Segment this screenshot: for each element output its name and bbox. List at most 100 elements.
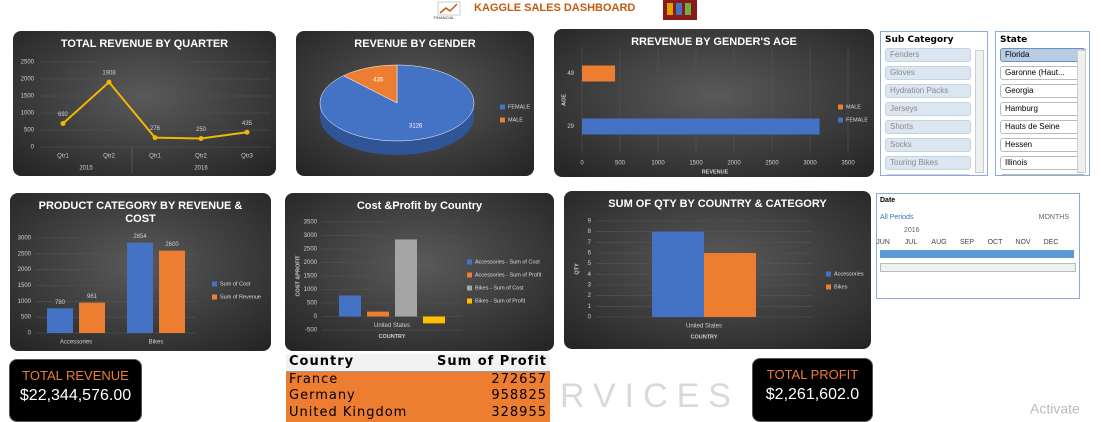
y-tick-label: 3500	[304, 220, 318, 226]
legend-label: FEMALE	[508, 104, 530, 110]
x-tick-label: Qtr3	[241, 154, 253, 160]
legend-label: MALE	[508, 117, 523, 123]
slicer-item[interactable]: Hauts de Seine	[1000, 120, 1086, 134]
slicer-title: Sub Category	[885, 35, 954, 45]
slicer-item[interactable]: Gloves	[885, 66, 971, 80]
legend-label: Bikes - Sum of Cost	[475, 285, 524, 291]
timeline-bar[interactable]	[880, 250, 1074, 258]
legend-label: Accessories - Sum of Cost	[475, 259, 540, 265]
logo-icon	[439, 3, 458, 14]
bar	[704, 253, 756, 317]
legend-label: Sum of Revenue	[220, 294, 261, 300]
slicer-item[interactable]: Hamburg	[1000, 102, 1086, 116]
slicer-item[interactable]: Jerseys	[885, 102, 971, 116]
y-tick-label: 49	[567, 71, 574, 77]
x-group-label: 2015	[79, 166, 93, 172]
table-row: Germany 958825	[286, 388, 550, 405]
legend-swatch	[500, 117, 505, 123]
x-group-label: 2016	[194, 166, 208, 172]
table-header: Country Sum of Profit	[286, 354, 550, 372]
chart-title: PRODUCT CATEGORY BY REVENUE & COST	[38, 200, 243, 225]
y-tick-label: 2000	[18, 267, 32, 273]
timeline-title: Date	[880, 197, 896, 204]
data-label: 250	[196, 127, 207, 133]
legend-swatch	[212, 281, 217, 287]
slicer-item[interactable]: Florida	[1000, 48, 1086, 62]
legend-swatch	[838, 117, 843, 123]
cart-icon	[676, 3, 682, 15]
slicer-item[interactable]: Shorts	[885, 120, 971, 134]
kpi-value: $2,261,602.0	[765, 386, 860, 403]
slicer-item[interactable]: Touring Bikes	[885, 156, 971, 170]
cart-icon	[667, 3, 673, 15]
x-tick-label: 3000	[803, 161, 817, 167]
legend-swatch	[826, 284, 831, 290]
kpi-card: TOTAL PROFIT $2,261,602.0	[752, 358, 873, 422]
timeline: Date All Periods MONTHS 2016 JUN JUL AUG SEP OCT…	[876, 193, 1080, 299]
data-label: 692	[58, 112, 69, 118]
timeline-period: All Periods	[880, 214, 914, 221]
y-tick-label: 9	[588, 219, 592, 225]
y-tick-label: 500	[307, 301, 318, 307]
point	[106, 79, 112, 85]
bar	[339, 295, 361, 317]
x-tick-label: 2500	[765, 161, 779, 167]
y-tick-label: 5	[588, 261, 592, 267]
timeline-month: DEC	[1043, 239, 1059, 246]
x-axis-label: REVENUE	[702, 169, 729, 175]
bar	[47, 308, 73, 333]
y-tick-label: 500	[21, 315, 32, 321]
table-cell: 328955	[491, 404, 547, 420]
kpi-card: TOTAL REVENUE $22,344,576.00	[9, 359, 142, 422]
logo-text: FINANCIAL	[434, 15, 456, 20]
slicer-item[interactable]: Hydration Packs	[885, 84, 971, 98]
bar	[127, 242, 153, 333]
timeline-month: SEP	[959, 239, 974, 246]
x-tick-label: 3500	[841, 161, 855, 167]
x-tick-label: Qtr1	[57, 154, 69, 160]
legend-swatch	[212, 294, 217, 300]
slicer-item[interactable]: Garonne (Haut...	[1000, 66, 1086, 80]
legend-swatch	[467, 285, 472, 291]
legend-label: FEMALE	[846, 117, 868, 123]
data-label: 2600	[165, 242, 179, 248]
legend-swatch	[467, 298, 472, 304]
table-cell: United Kingdom	[289, 404, 408, 420]
slicer-item[interactable]: Fenders	[885, 48, 971, 62]
slicer-item[interactable]: Vests	[885, 174, 971, 175]
slicer-item[interactable]: Georgia	[1000, 84, 1086, 98]
y-tick-label: 2500	[21, 60, 35, 66]
y-tick-label: 1000	[21, 111, 35, 117]
y-tick-label: 3	[588, 283, 592, 289]
slicer-item[interactable]: Kentucky	[1000, 174, 1086, 175]
y-tick-label: 1000	[304, 287, 318, 293]
y-tick-label: 7	[588, 240, 592, 246]
table-cell: Germany	[289, 388, 356, 403]
slicer-item[interactable]: Illinois	[1000, 156, 1086, 170]
y-tick-label: 0	[314, 314, 318, 320]
timeline-level[interactable]: MONTHS	[1038, 214, 1069, 221]
x-tick-label: 2000	[727, 161, 741, 167]
slicer-item[interactable]: Socks	[885, 138, 971, 152]
x-tick-label: 500	[615, 161, 626, 167]
x-tick-label: Bikes	[149, 340, 164, 346]
legend-label: Sum of Cost	[220, 281, 251, 287]
slicer-item[interactable]: Hessen	[1000, 138, 1086, 152]
y-tick-label: 2500	[304, 247, 318, 253]
y-tick-label: 3000	[304, 233, 318, 239]
y-tick-label: 2500	[18, 251, 32, 257]
y-tick-label: 2000	[21, 77, 35, 83]
kpi-value: $22,344,576.00	[19, 387, 132, 404]
y-tick-label: 29	[567, 124, 574, 130]
chart-title: Cost &Profit by Country	[356, 200, 483, 212]
chart-panel	[554, 29, 874, 177]
table-cell: 272657	[491, 371, 547, 387]
timeline-month: JUL	[904, 239, 918, 246]
bar	[423, 316, 445, 324]
legend-swatch	[826, 271, 831, 277]
pivot-table: Country Sum of Profit France 272657 Germany 9…	[286, 354, 550, 422]
slicer: Sub Category Fenders Gloves Hydration Packs…	[880, 31, 988, 176]
bar	[582, 65, 616, 82]
